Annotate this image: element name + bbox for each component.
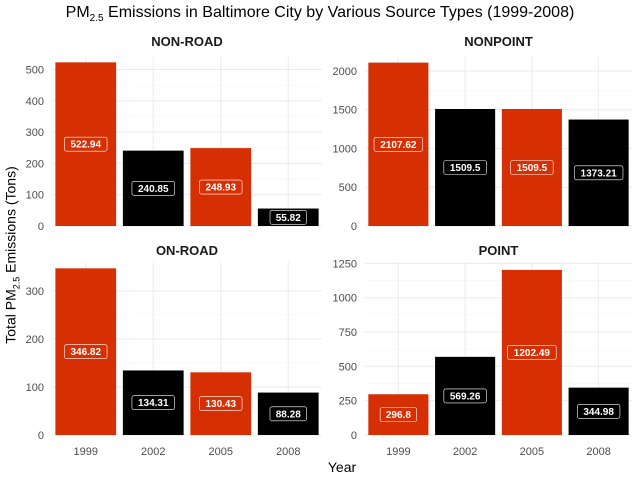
y-tick-label: 2000 [333, 66, 357, 78]
data-label: 2107.62 [380, 140, 417, 151]
data-label: 88.28 [276, 409, 301, 420]
panel-title: NON-ROAD [151, 34, 223, 49]
data-label-box [269, 209, 307, 225]
data-label-box [573, 165, 624, 181]
y-tick-label: 0 [38, 221, 44, 233]
y-tick-label: 500 [26, 65, 44, 77]
data-label-box [131, 181, 175, 196]
data-label: 346.82 [70, 347, 101, 358]
y-tick-label: 500 [339, 361, 357, 373]
y-tick-label: 1000 [333, 143, 357, 155]
y-tick-label: 100 [26, 190, 44, 202]
data-label: 1509.5 [450, 163, 481, 174]
data-label: 522.94 [70, 140, 101, 151]
data-label-box [64, 344, 108, 359]
x-tick-label: 2002 [141, 446, 165, 458]
y-tick-label: 200 [26, 158, 44, 170]
panel-nonpoint: 0 500 1000 1500 2000 NONPOINT 2107.62 1509.5 150… [333, 34, 632, 233]
panel-title: POINT [479, 243, 519, 258]
data-label: 1509.5 [517, 163, 548, 174]
y-tick-label: 250 [339, 396, 357, 408]
data-label-box [443, 388, 487, 404]
data-label-box [131, 395, 175, 411]
y-tick-label: 1250 [333, 258, 357, 270]
y-tick-label: 0 [351, 430, 357, 442]
data-label-box [443, 160, 487, 175]
data-label: 134.31 [138, 398, 169, 409]
data-label: 248.93 [205, 183, 236, 194]
y-tick-label: 300 [26, 127, 44, 139]
data-label-box [507, 345, 557, 360]
chart-title: PM2.5 Emissions in Baltimore City by Var… [65, 4, 575, 25]
data-label-box [577, 404, 621, 419]
y-tick-label: 0 [351, 221, 357, 233]
y-tick-label: 750 [339, 327, 357, 339]
x-tick-label: 2008 [276, 446, 300, 458]
panel-point: 0 250 500 750 1000 1250 POINT 296.8 1999 569.26 20… [333, 243, 632, 458]
data-label-box [199, 179, 243, 195]
panel-title: NONPOINT [464, 34, 533, 49]
data-label: 344.98 [583, 407, 614, 418]
y-tick-label: 300 [26, 286, 44, 298]
y-tick-label: 500 [339, 182, 357, 194]
data-label: 130.43 [205, 399, 236, 410]
data-label: 296.8 [386, 410, 411, 421]
y-tick-label: 100 [26, 382, 44, 394]
data-label-box [379, 407, 417, 422]
data-label-box [199, 396, 243, 411]
x-tick-label: 2005 [209, 446, 233, 458]
y-tick-label: 1000 [333, 293, 357, 305]
x-tick-label: 1999 [74, 446, 98, 458]
data-label-box [510, 160, 554, 175]
data-label-box [64, 136, 108, 152]
x-tick-label: 2002 [453, 446, 477, 458]
data-label: 569.26 [450, 391, 481, 402]
data-label-box [373, 137, 424, 152]
y-tick-label: 200 [26, 334, 44, 346]
x-axis-label: Year [327, 459, 357, 475]
y-tick-label: 400 [26, 96, 44, 108]
data-label-box [269, 406, 307, 422]
x-tick-label: 1999 [386, 446, 410, 458]
panel-title: ON-ROAD [156, 243, 218, 258]
data-label: 55.82 [276, 213, 301, 224]
data-label: 1202.49 [514, 348, 551, 359]
data-label: 1373.21 [581, 168, 618, 179]
y-tick-label: 0 [38, 430, 44, 442]
x-tick-label: 2005 [520, 446, 544, 458]
panel-on-road: 0 100 200 300 ON-ROAD 346.82 1999 134.31 2002 130… [26, 243, 322, 458]
panel-non-road: 0 100 200 300 400 500 NON-ROAD 522.94 240.85 248.… [26, 34, 322, 233]
data-label: 240.85 [138, 184, 169, 195]
x-tick-label: 2008 [586, 446, 610, 458]
y-tick-label: 1500 [333, 105, 357, 117]
